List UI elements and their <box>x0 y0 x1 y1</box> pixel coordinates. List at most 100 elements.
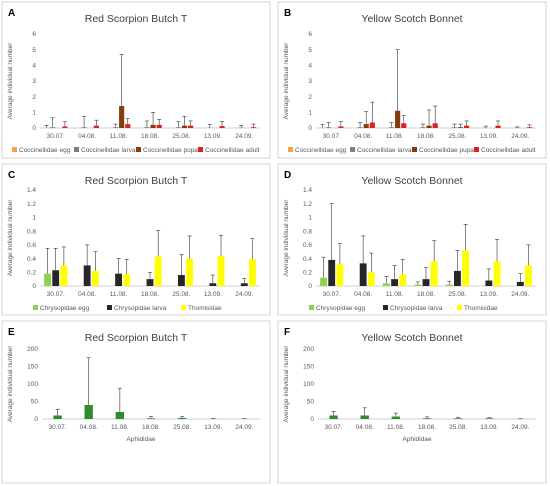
y-axis-label: Average individual number <box>7 345 14 423</box>
bar <box>336 264 344 286</box>
bar <box>422 279 430 286</box>
bar <box>62 126 68 128</box>
y-tick-label: 0 <box>310 416 314 423</box>
legend-swatch <box>288 147 293 152</box>
legend-label: Coccinellidae pupa <box>143 147 198 154</box>
y-tick-label: 0.8 <box>27 228 36 235</box>
bar <box>369 122 375 128</box>
legend-label: Coccinellidae adult <box>481 147 536 154</box>
bar <box>420 127 426 128</box>
y-tick-label: 0 <box>32 125 36 132</box>
y-tick-label: 0 <box>34 416 38 423</box>
legend-label: Chrysopidae egg <box>316 305 366 312</box>
legend-swatch <box>33 305 38 310</box>
y-tick-label: 50 <box>307 399 315 406</box>
legend-label: Coccinellidae larva <box>81 147 136 154</box>
bar <box>209 283 217 286</box>
panel-letter: D <box>284 170 291 181</box>
bar <box>395 110 401 128</box>
x-tick-label: 18.08. <box>142 424 160 431</box>
bar <box>525 265 532 286</box>
bar <box>426 125 432 128</box>
bar <box>83 265 91 286</box>
y-tick-label: 1.4 <box>27 187 36 194</box>
y-tick-label: 1 <box>308 110 312 117</box>
bar <box>181 125 188 128</box>
bar <box>453 270 461 286</box>
x-tick-label: 24.09. <box>235 291 253 298</box>
y-tick-label: 0.4 <box>303 256 312 263</box>
x-tick-label: 13.09. <box>204 424 222 431</box>
x-tick-label: 25.08. <box>173 424 191 431</box>
bar <box>146 279 154 286</box>
bar <box>464 125 470 128</box>
y-tick-label: 0 <box>308 283 312 290</box>
bar <box>462 250 470 286</box>
bar <box>44 273 51 286</box>
y-tick-label: 3 <box>308 78 312 85</box>
panel-border <box>1 1 271 159</box>
legend-swatch <box>412 147 417 152</box>
panel-border <box>1 320 271 484</box>
y-tick-label: 100 <box>27 381 38 388</box>
x-tick-label: 11.08. <box>111 424 129 431</box>
y-tick-label: 6 <box>308 31 312 38</box>
y-tick-label: 5 <box>308 47 312 54</box>
bar <box>485 418 494 419</box>
panel-border <box>1 163 271 316</box>
bar <box>359 263 367 286</box>
bar <box>399 274 407 286</box>
x-tick-label: 25.08. <box>172 133 190 140</box>
x-tick-label: 18.08. <box>417 291 435 298</box>
bar <box>328 259 336 286</box>
panel-letter: E <box>8 327 15 338</box>
bar <box>123 274 131 286</box>
legend-label: Coccinellidae pupa <box>419 147 474 154</box>
bar <box>53 415 62 419</box>
y-tick-label: 2 <box>32 94 36 101</box>
x-tick-label: 18.08. <box>418 424 436 431</box>
y-tick-label: 200 <box>27 346 38 353</box>
chart-title: Yellow Scotch Bonnet <box>361 332 462 344</box>
bar <box>422 418 432 419</box>
bar <box>177 275 185 286</box>
y-tick-label: 150 <box>303 364 314 371</box>
legend-swatch <box>457 305 462 310</box>
x-tick-label: 11.08. <box>110 133 128 140</box>
bar <box>150 124 156 128</box>
panel-border <box>277 1 547 159</box>
y-tick-label: 0 <box>32 283 36 290</box>
bar <box>60 265 68 286</box>
y-tick-label: 150 <box>27 364 38 371</box>
panel-letter: A <box>8 8 15 19</box>
x-tick-label: 04.08. <box>354 133 372 140</box>
x-tick-label: 24.09. <box>235 424 253 431</box>
x-tick-label: 18.08. <box>417 133 435 140</box>
bar <box>363 124 369 128</box>
chart-title: Yellow Scotch Bonnet <box>361 13 462 25</box>
bar <box>144 127 150 128</box>
bar <box>526 127 533 128</box>
panel-border <box>277 320 547 484</box>
y-tick-label: 0 <box>308 125 312 132</box>
x-tick-label: 30.07. <box>49 424 67 431</box>
y-axis-label: Average individual number <box>283 345 290 423</box>
x-tick-label: 13.09. <box>480 424 498 431</box>
y-tick-label: 0.6 <box>27 242 36 249</box>
bar <box>414 284 422 286</box>
bar <box>495 125 501 128</box>
bar <box>338 126 344 128</box>
x-tick-label: 04.08. <box>354 291 372 298</box>
bar <box>175 127 181 128</box>
bar <box>91 270 99 286</box>
bar <box>493 261 501 286</box>
legend-swatch <box>474 147 479 152</box>
legend-swatch <box>383 305 388 310</box>
y-tick-label: 5 <box>32 47 36 54</box>
bar <box>81 127 87 128</box>
bar <box>154 256 162 286</box>
legend-swatch <box>350 147 355 152</box>
y-tick-label: 200 <box>303 346 314 353</box>
y-axis-label: Average individual number <box>283 42 290 120</box>
